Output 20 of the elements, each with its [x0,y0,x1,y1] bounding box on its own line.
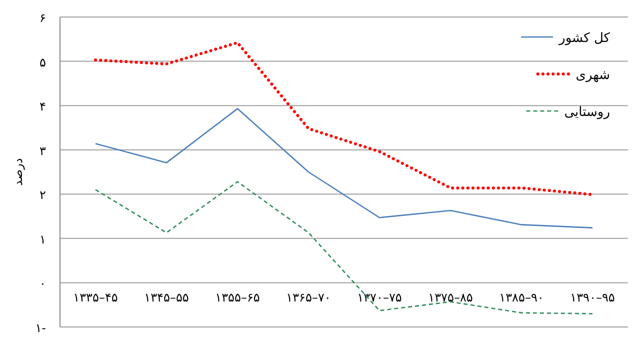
x-tick-label: ۱۳۵۵–۶۵ [215,290,260,305]
legend-label: روستایی [564,105,610,120]
y-tick-label: ۰ [40,276,46,291]
y-tick-label: ۱ [40,232,46,246]
x-tick-label: ۱۳۴۵–۵۵ [144,290,189,305]
y-tick-label: ۲ [40,188,46,202]
x-tick-label: ۱۳۶۵–۷۰ [286,290,331,305]
x-tick-label: ۱۳۸۵–۹۰ [499,290,544,305]
y-tick-label: ۵ [40,55,46,70]
x-tick-label: ۱۳۷۰–۷۵ [357,290,402,305]
y-tick-label: ۱- [35,321,46,335]
legend-label: شهری [576,68,610,83]
x-tick-label: ۱۳۳۵–۴۵ [73,290,118,305]
x-tick-label: ۱۳۷۵–۸۵ [428,290,473,305]
y-tick-label: ۴ [40,100,46,114]
legend-label: کل کشور [558,31,611,46]
y-tick-label: ۳ [40,144,47,158]
y-axis-title: درصد [11,158,25,186]
x-tick-label: ۱۳۹۰–۹۵ [570,290,615,305]
y-tick-label: ۶ [40,11,46,25]
